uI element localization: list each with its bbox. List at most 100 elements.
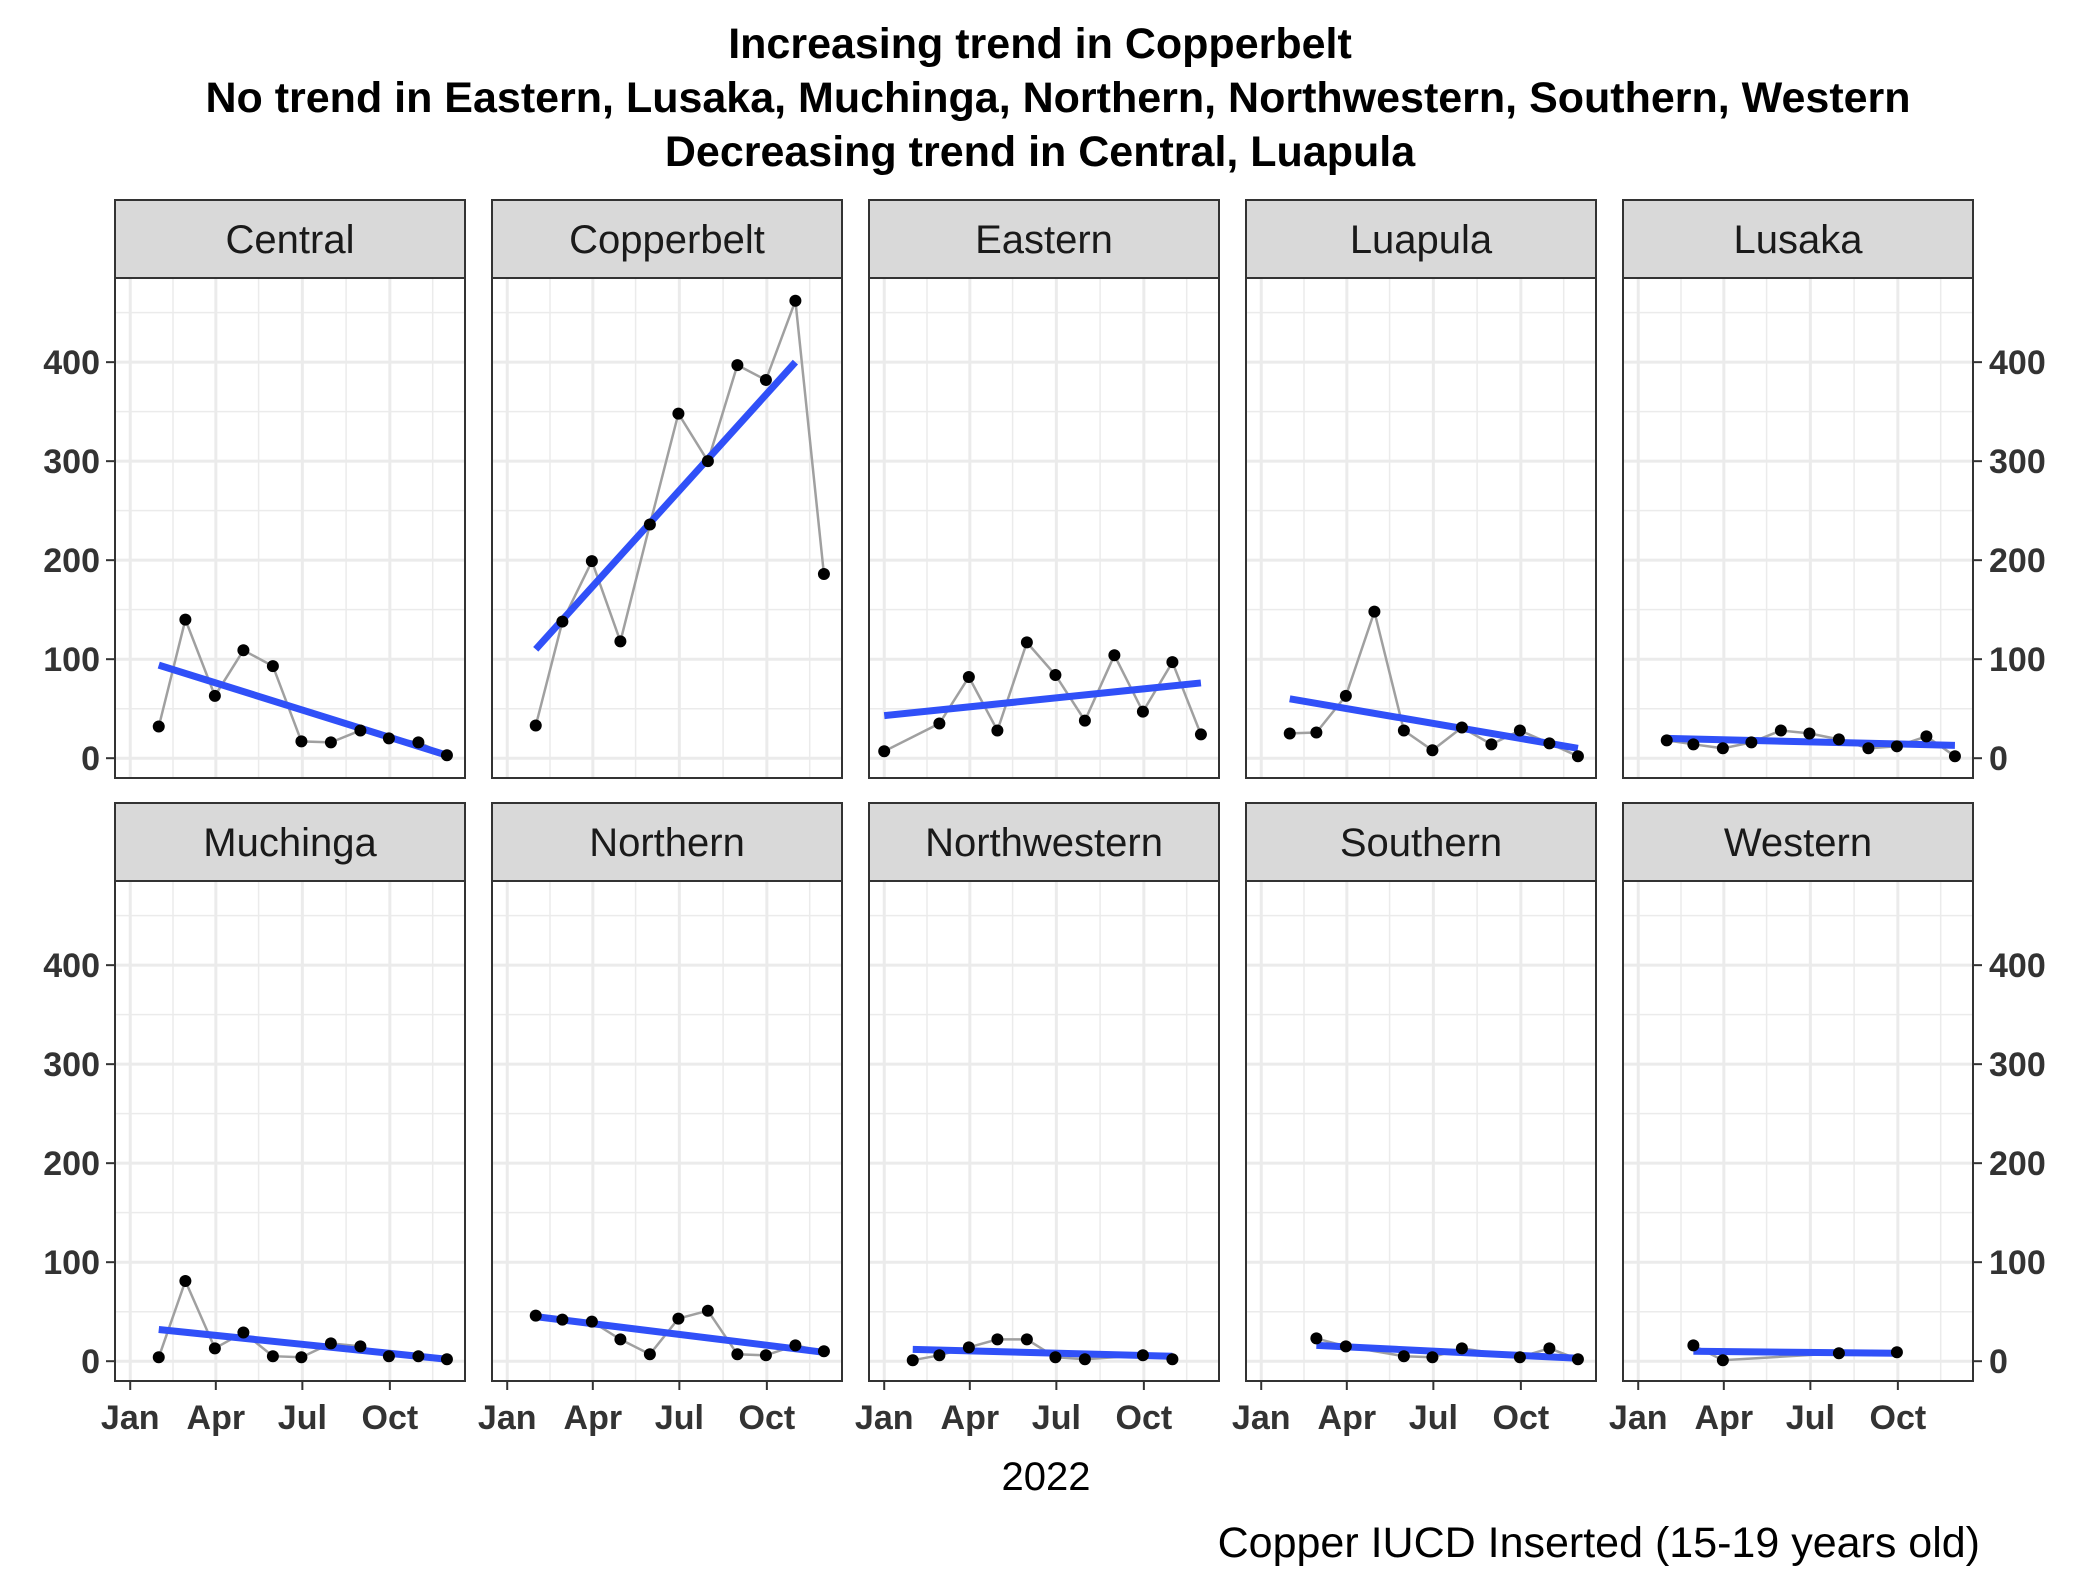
data-point [237,644,250,657]
data-point [789,294,802,307]
panel-strip-label: Central [226,218,355,262]
data-point [1687,738,1700,751]
data-point [1455,1342,1468,1355]
data-point [1803,727,1816,740]
data-point [1049,669,1062,682]
y-tick-label: 100 [43,641,100,679]
x-tick-label: Jan [1609,1399,1668,1437]
x-tick-label: Jan [478,1399,537,1437]
y-tick-label: 0 [81,1343,100,1381]
x-tick-label: Apr [1695,1399,1754,1437]
data-point [731,359,744,372]
panel-eastern: Eastern [868,199,1220,779]
panel-border [1245,277,1597,779]
x-tick-label: Jul [1786,1399,1835,1437]
data-point [585,1315,598,1328]
data-point [1832,1347,1845,1360]
data-point [382,1350,395,1363]
data-point [1862,742,1875,755]
panel-strip-label: Lusaka [1734,218,1864,262]
panel-plot-area [1623,278,1973,778]
data-point [1485,738,1498,751]
panel-strip [1622,802,1974,882]
trend-line [912,1345,1173,1360]
data-point [266,660,279,673]
panel-strip [1245,199,1597,279]
data-point [701,455,714,468]
y-tick-label: 300 [43,1046,100,1084]
panel-strip [114,199,466,279]
panel-plot-area [1623,881,1973,1381]
y-tick-label: 0 [1989,740,2008,778]
data-point [1745,736,1758,749]
data-point [324,1337,337,1350]
data-point [295,735,308,748]
data-point [179,1275,192,1287]
trend-line [883,679,1202,720]
panel-strip-label: Eastern [975,218,1113,262]
data-point [179,613,192,626]
y-tick-label: 200 [43,1145,100,1183]
data-point [1166,656,1179,669]
data-point [382,732,395,745]
data-point [266,1350,279,1363]
trend-line [158,1326,448,1363]
trend-line [1666,734,1956,749]
panel-border [491,880,843,1382]
data-point [1283,727,1296,740]
trend-line [1693,1347,1897,1357]
panel-border [114,277,466,779]
y-tick-label: 400 [43,344,100,382]
data-point [1108,649,1121,662]
y-tick-label: 200 [1989,1145,2046,1183]
y-tick-label: 400 [1989,947,2046,985]
data-point [1310,726,1323,739]
x-axis-label: 2022 [1002,1455,1091,1499]
data-point [412,736,425,749]
data-point [208,1342,221,1355]
data-point [324,736,337,749]
trend-line [533,359,798,652]
panel-marks [869,278,1219,778]
panel-copperbelt: Copperbelt [491,199,843,779]
data-point [1660,734,1673,747]
panel-marks [1246,278,1596,778]
x-tick-label: Jan [101,1399,160,1437]
data-point [1832,733,1845,746]
y-tick-label: 300 [1989,1046,2046,1084]
panel-strip-label: Northwestern [925,821,1163,865]
panel-strip [868,802,1220,882]
x-tick-label: Jan [1232,1399,1291,1437]
data-point [1339,689,1352,702]
x-tick-label: Apr [941,1399,1000,1437]
panel-plot-area [492,278,842,778]
data-point [152,720,165,733]
data-point [1571,1353,1584,1366]
data-point [1687,1339,1700,1352]
data-point [1426,1351,1439,1364]
x-tick-label: Jul [655,1399,704,1437]
title-line-2: No trend in Eastern, Lusaka, Muchinga, N… [205,74,1910,122]
data-point [1310,1332,1323,1345]
x-tick-label: Oct [362,1399,419,1437]
panel-border [868,880,1220,1382]
data-point [1716,1354,1729,1367]
data-point [1166,1353,1179,1366]
data-point [1920,730,1933,743]
data-point [817,568,830,581]
data-point [991,724,1004,737]
panel-strip-label: Northern [589,821,745,865]
x-tick-label: Apr [564,1399,623,1437]
data-point [1136,1349,1149,1362]
data-point [1368,605,1381,618]
panel-luapula: Luapula [1245,199,1597,779]
title-line-3: Decreasing trend in Central, Luapula [665,128,1416,176]
y-tick-label: 0 [81,740,100,778]
data-point [1194,728,1207,741]
panel-strip [868,199,1220,279]
panel-marks [492,278,842,778]
y-tick-label: 200 [43,542,100,580]
panel-marks [115,881,465,1381]
y-tick-label: 200 [1989,542,2046,580]
